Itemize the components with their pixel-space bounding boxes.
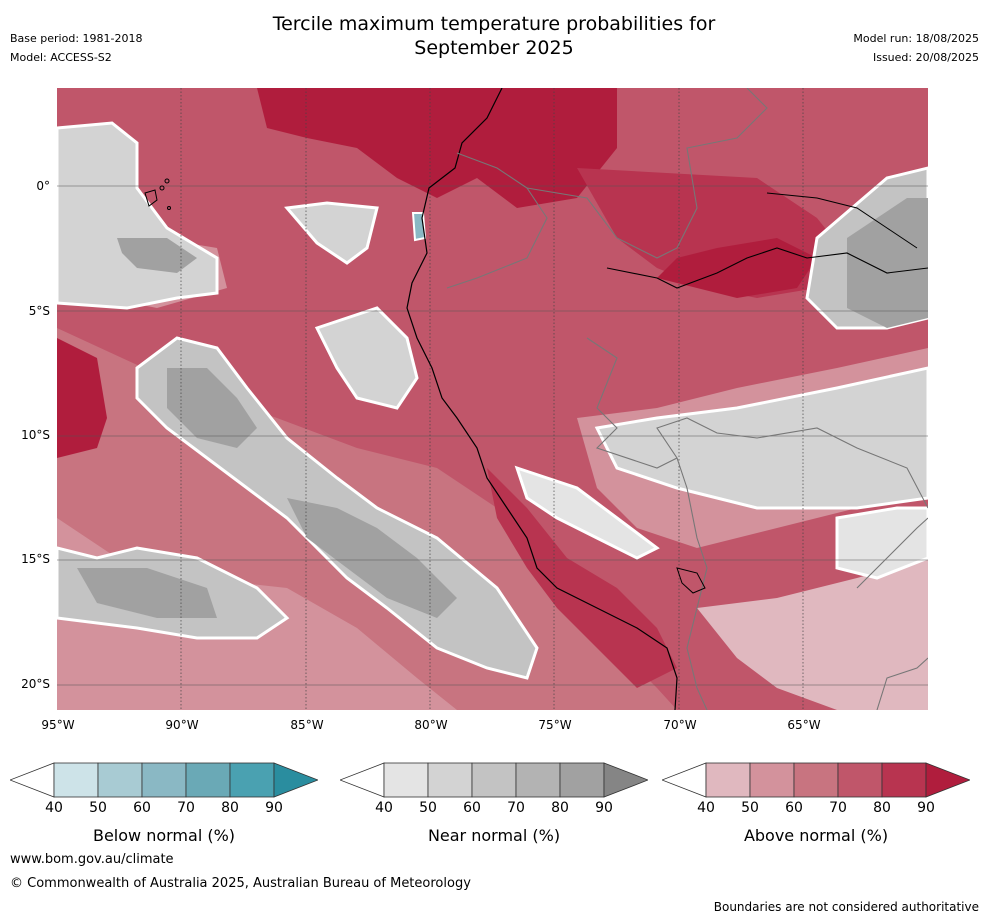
colorbar-left-extension (8, 762, 55, 798)
title-line-1: Tercile maximum temperature probabilitie… (272, 13, 716, 35)
amazon-river (606, 247, 928, 289)
lat-label-15s: 15°S (21, 552, 50, 566)
colorbar-segment (185, 762, 231, 798)
colorbar-segment (837, 762, 883, 798)
lon-label-80w: 80°W (414, 718, 448, 732)
colorbar-right-extension (603, 762, 650, 798)
colorbar-segment (559, 762, 605, 798)
colorbar-segment (471, 762, 517, 798)
latitude-lines (57, 185, 928, 686)
model-label: Model: ACCESS-S2 (10, 51, 112, 64)
lon-label-90w: 90°W (165, 718, 199, 732)
lat-label-5s: 5°S (28, 304, 50, 318)
lat-label-0: 0° (36, 179, 50, 193)
colorbar-segment (793, 762, 839, 798)
legend-tick: 90 (917, 800, 935, 816)
lake-titicaca (676, 567, 706, 594)
colorbar-left-extension (338, 762, 385, 798)
coastline (406, 88, 678, 710)
lon-label-70w: 70°W (663, 718, 697, 732)
legend-tick: 80 (551, 800, 569, 816)
colorbar-segment (705, 762, 751, 798)
legend-tick: 70 (829, 800, 847, 816)
legend-tick: 60 (463, 800, 481, 816)
legend-tick: 40 (375, 800, 393, 816)
colorbar-segment (97, 762, 143, 798)
legend-tick: 50 (741, 800, 759, 816)
colorbar-left-extension (660, 762, 707, 798)
lat-label-10s: 10°S (21, 428, 50, 442)
graticule (180, 88, 804, 710)
lon-label-75w: 75°W (538, 718, 572, 732)
legend-title-below: Below normal (%) (92, 826, 236, 845)
colorbar-segment (749, 762, 795, 798)
legend-tick: 40 (697, 800, 715, 816)
model-run-label: Model run: 18/08/2025 (853, 32, 979, 45)
lon-label-95w: 95°W (41, 718, 75, 732)
colorbar-segment (229, 762, 275, 798)
map-title: Tercile maximum temperature probabilitie… (0, 12, 988, 60)
colorbar-near-normal (338, 762, 650, 802)
legend-title-near: Near normal (%) (427, 826, 561, 845)
legend-tick: 90 (265, 800, 283, 816)
legend-title-above: Above normal (%) (743, 826, 889, 845)
legend-tick: 40 (45, 800, 63, 816)
base-period-label: Base period: 1981-2018 (10, 32, 143, 45)
colorbar-segment (515, 762, 561, 798)
probability-map (57, 88, 928, 710)
colorbar-segment (141, 762, 187, 798)
galapagos-islands (144, 178, 171, 210)
colorbar-above-normal (660, 762, 972, 802)
legend-tick: 60 (133, 800, 151, 816)
legend-tick: 70 (177, 800, 195, 816)
colorbar-right-extension (273, 762, 320, 798)
legend-tick: 90 (595, 800, 613, 816)
legend-tick: 70 (507, 800, 525, 816)
lon-label-65w: 65°W (787, 718, 821, 732)
disclaimer-text: Boundaries are not considered authoritat… (713, 900, 979, 914)
lon-label-85w: 85°W (290, 718, 324, 732)
colorbar-segment (383, 762, 429, 798)
legend-tick: 80 (873, 800, 891, 816)
colorbar-right-extension (925, 762, 972, 798)
website-link[interactable]: www.bom.gov.au/climate (10, 852, 174, 867)
issued-label: Issued: 20/08/2025 (872, 51, 979, 64)
colorbar-below-normal (8, 762, 320, 802)
lat-label-20s: 20°S (21, 677, 50, 691)
river-branch (766, 192, 918, 249)
legend-tick: 50 (419, 800, 437, 816)
colorbar-segment (53, 762, 99, 798)
country-borders (446, 88, 928, 710)
legend-tick: 60 (785, 800, 803, 816)
colorbar-segment (881, 762, 927, 798)
legend-tick: 80 (221, 800, 239, 816)
legend-tick: 50 (89, 800, 107, 816)
copyright-text: © Commonwealth of Australia 2025, Austra… (10, 876, 471, 891)
near-normal-regions (57, 121, 928, 680)
colorbar-segment (427, 762, 473, 798)
title-line-2: September 2025 (414, 37, 574, 59)
